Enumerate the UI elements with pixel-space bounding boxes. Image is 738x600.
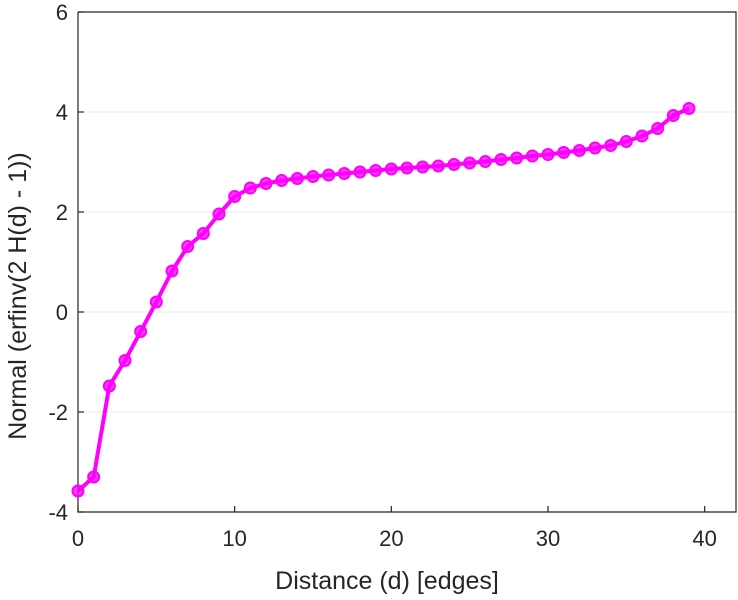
data-point bbox=[651, 122, 665, 135]
data-point bbox=[447, 158, 461, 171]
y-axis-label: Normal (erfinv(2 H(d) - 1)) bbox=[4, 152, 32, 440]
y-tick-label: 2 bbox=[56, 200, 68, 225]
x-axis-label: Distance (d) [edges] bbox=[275, 567, 499, 595]
data-point bbox=[588, 141, 602, 155]
data-point bbox=[87, 470, 101, 484]
data-point bbox=[306, 170, 320, 183]
data-point bbox=[510, 151, 524, 165]
data-point bbox=[322, 168, 336, 182]
data-point bbox=[384, 162, 398, 176]
x-tick-label: 10 bbox=[222, 526, 246, 551]
y-tick-label: 4 bbox=[56, 100, 68, 125]
data-point bbox=[572, 144, 586, 157]
data-point bbox=[71, 484, 85, 498]
data-point bbox=[196, 227, 210, 240]
series-layer bbox=[71, 102, 696, 498]
data-point bbox=[541, 148, 555, 161]
data-point bbox=[228, 190, 242, 203]
data-point bbox=[557, 146, 571, 159]
data-point bbox=[604, 139, 618, 152]
data-point bbox=[478, 155, 492, 168]
y-axis-ticks: -4 -2 0 2 4 6 bbox=[48, 0, 84, 525]
data-point bbox=[525, 149, 539, 163]
data-point bbox=[337, 167, 351, 180]
data-point bbox=[165, 264, 179, 278]
x-axis-ticks: 0 10 20 30 40 bbox=[72, 506, 717, 551]
y-tick-label: 0 bbox=[56, 300, 68, 325]
plot-frame bbox=[77, 11, 737, 513]
data-point bbox=[494, 153, 508, 166]
data-point bbox=[275, 174, 289, 187]
data-point bbox=[212, 207, 226, 221]
data-point bbox=[400, 161, 414, 175]
data-point bbox=[181, 240, 195, 253]
data-point bbox=[353, 165, 367, 179]
data-point bbox=[259, 177, 273, 190]
data-point bbox=[369, 164, 383, 177]
data-point bbox=[134, 325, 148, 338]
data-point bbox=[290, 172, 304, 185]
data-point bbox=[243, 181, 257, 195]
y-tick-label: -2 bbox=[48, 400, 68, 425]
data-point bbox=[149, 295, 163, 309]
data-point bbox=[102, 379, 116, 393]
data-point bbox=[619, 135, 633, 148]
y-tick-label: -4 bbox=[48, 500, 68, 525]
x-tick-label: 0 bbox=[72, 526, 84, 551]
grid bbox=[78, 111, 736, 413]
y-tick-label: 6 bbox=[56, 0, 68, 25]
data-point bbox=[635, 129, 649, 143]
data-point bbox=[682, 102, 696, 115]
series-line bbox=[76, 106, 690, 493]
data-point bbox=[463, 156, 477, 170]
x-tick-label: 20 bbox=[379, 526, 403, 551]
data-point bbox=[118, 354, 132, 367]
data-point bbox=[666, 109, 680, 122]
x-tick-label: 30 bbox=[536, 526, 560, 551]
x-tick-label: 40 bbox=[692, 526, 716, 551]
data-point bbox=[416, 160, 430, 174]
data-point bbox=[431, 159, 445, 173]
